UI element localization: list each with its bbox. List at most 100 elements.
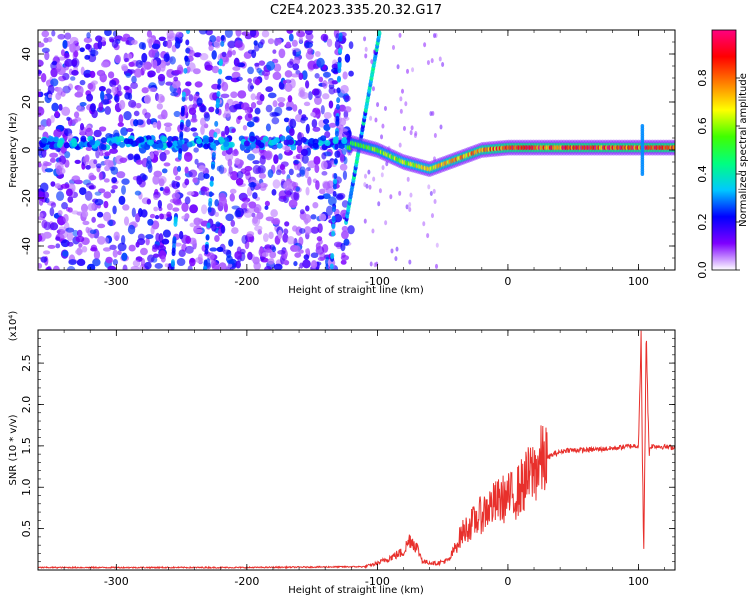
spectrogram-cell	[318, 213, 327, 222]
spectrogram-cell	[188, 107, 197, 116]
spectrogram-cell	[399, 96, 403, 102]
spectrogram-cell	[215, 108, 220, 115]
spectrogram-cell	[118, 135, 125, 142]
spectrogram-cell	[183, 151, 193, 162]
spectrogram-cell	[55, 236, 61, 241]
spectrogram-cell	[265, 123, 271, 132]
spectrogram-cell	[283, 180, 292, 191]
spectrogram-cell	[333, 158, 338, 165]
spectrogram-cell	[333, 241, 343, 248]
spectrogram-cell	[336, 194, 344, 201]
spectrogram-cell	[102, 211, 112, 222]
spectrogram-cell	[246, 231, 255, 237]
spectrogram-cell	[363, 218, 367, 224]
spectrogram-cell	[181, 91, 186, 98]
spectrogram-cell	[283, 260, 290, 266]
spectrogram-cell	[198, 30, 208, 35]
spectrogram-cell	[113, 231, 120, 241]
spectrogram-cell	[114, 54, 121, 64]
spectrogram-cell	[221, 51, 227, 58]
spectrogram-cell	[40, 72, 47, 83]
spectrogram-cell	[319, 188, 326, 195]
spectrogram-cell	[332, 190, 337, 197]
spectrogram-cell	[264, 248, 272, 254]
spectrogram-cell	[373, 262, 377, 268]
spectrogram-cell	[150, 226, 155, 235]
spectrogram-cell	[297, 131, 302, 142]
spectrogram-cell	[258, 60, 266, 66]
spectrogram-cell	[301, 154, 309, 164]
spectrogram-cell	[199, 117, 206, 127]
spectrogram-cell	[197, 171, 206, 181]
spectrogram-cell	[118, 195, 126, 206]
snr-panel: -300 -200 -100 0 100 0.5 1.0 1.5 2.0 2.5 Height …	[8, 311, 676, 596]
spectrogram-cell	[342, 170, 348, 181]
spectrogram-cell	[292, 49, 297, 57]
spectrogram-cell	[47, 84, 55, 94]
spectrogram-cell	[170, 91, 179, 97]
spectrogram-cell	[135, 241, 140, 248]
spectrogram-cell	[138, 42, 145, 50]
spectrogram-cell	[396, 64, 400, 70]
spectrogram-cell	[187, 62, 196, 72]
spectrogram-cell	[341, 138, 348, 145]
spectrogram-cell	[108, 219, 114, 227]
spectrogram-cell	[53, 265, 60, 270]
spectrogram-cell	[334, 39, 341, 50]
spectrogram-cell	[277, 101, 285, 108]
spectrogram-cell	[253, 204, 262, 214]
snr-x-ticks: -300 -200 -100 0 100	[37, 330, 665, 588]
spectrogram-cell	[254, 78, 261, 86]
snr-x-tick-label: -300	[104, 575, 129, 588]
spectrogram-cell	[111, 185, 118, 190]
spectrogram-cell	[258, 142, 265, 149]
spectrogram-cell	[220, 40, 225, 47]
spectrogram-cell	[265, 86, 274, 93]
spectrogram-cell	[110, 189, 116, 194]
spectrogram-cell	[260, 182, 265, 187]
spectrogram-cell	[220, 224, 226, 234]
spectrogram-cell	[163, 162, 171, 167]
spectrogram-cell	[63, 52, 70, 59]
spectrogram-cell	[49, 222, 59, 231]
spectrogram-cell	[283, 117, 290, 123]
spectrogram-cell	[322, 118, 330, 125]
spectrogram-cell	[292, 104, 298, 112]
spectrogram-cell	[322, 80, 328, 89]
spectrogram-cell	[313, 88, 322, 99]
spectrogram-cell	[342, 131, 350, 139]
spectrogram-cell	[234, 40, 244, 48]
spectrogram-cell	[347, 225, 355, 235]
spectrogram-cell	[273, 263, 283, 270]
spectrogram-cell	[387, 145, 391, 151]
spectrogram-cell	[41, 219, 48, 229]
snr-x-tick-label: 100	[628, 575, 649, 588]
spectrogram-cell	[66, 241, 74, 247]
spectrogram-cell	[227, 40, 237, 49]
spectrogram-cell	[333, 213, 343, 223]
spectrogram-cell	[121, 65, 129, 72]
spectrogram-cell	[71, 59, 78, 66]
spectrogram-cell	[303, 226, 312, 235]
spectrogram-cell	[311, 119, 318, 128]
snr-y-tick-label: 0.5	[20, 520, 33, 538]
spectrogram-cell	[158, 176, 167, 185]
spectrogram-cell	[236, 76, 243, 82]
spectrogram-cell	[279, 164, 286, 171]
spectrogram-cell	[284, 70, 293, 78]
spectrogram-cell	[66, 232, 74, 241]
spectrogram-cell	[173, 220, 178, 227]
spectrogram-cell	[288, 139, 295, 146]
spectrogram-cell	[310, 112, 316, 117]
spectrogram-cell	[190, 117, 198, 123]
spectrogram-cell	[338, 47, 343, 54]
spectrogram-cell	[165, 81, 173, 86]
spectrogram-cell	[320, 160, 328, 170]
spectrogram-cell	[296, 139, 303, 146]
spectrogram-cell	[72, 229, 79, 237]
spectrogram-cell	[116, 171, 126, 179]
spectrogram-cell	[252, 216, 258, 224]
spectrogram-cell	[296, 144, 303, 154]
spectrogram-cell	[249, 30, 257, 38]
